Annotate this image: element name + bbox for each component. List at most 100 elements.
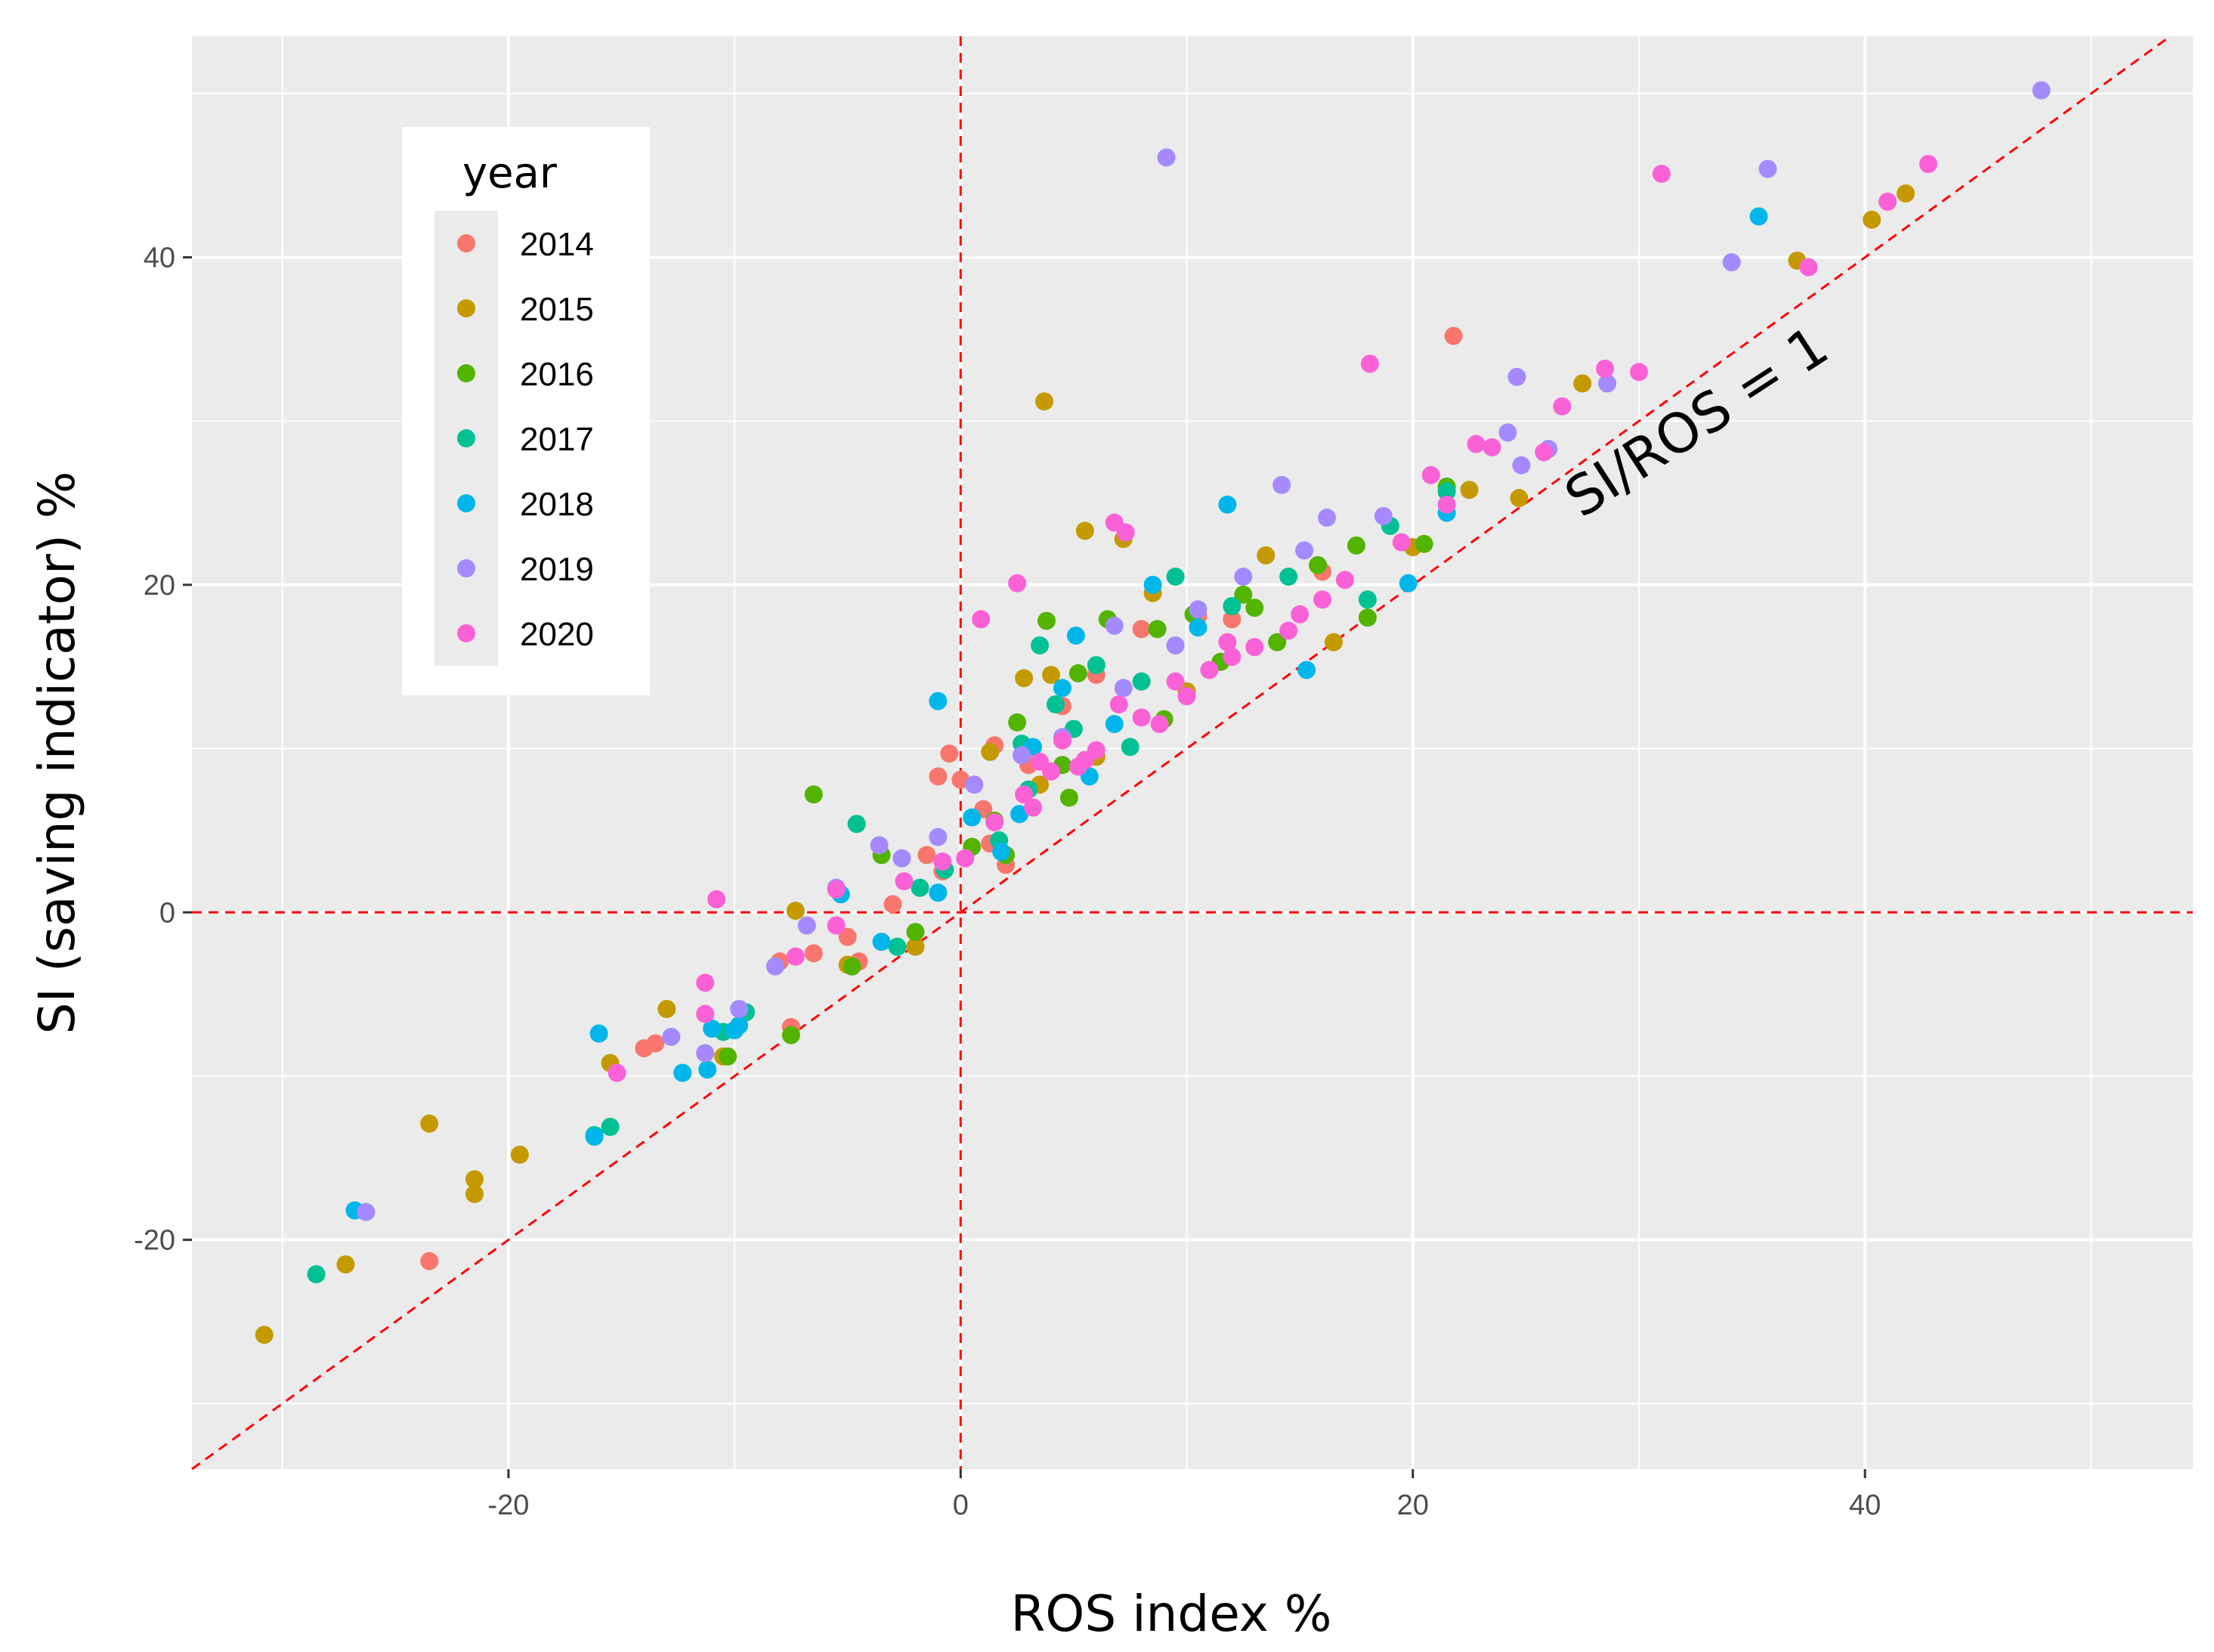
data-point-2016 [906, 923, 925, 942]
data-point-2014 [1223, 610, 1242, 629]
legend-key-2014 [457, 234, 475, 252]
y-tick-label: 0 [159, 897, 175, 929]
data-point-2019 [2032, 81, 2051, 100]
data-point-2015 [420, 1114, 439, 1133]
data-point-2014 [929, 767, 948, 786]
data-point-2018 [730, 1016, 749, 1035]
data-point-2015 [510, 1145, 529, 1164]
data-point-2019 [1234, 568, 1253, 586]
data-point-2020 [1291, 605, 1310, 623]
data-point-2019 [929, 828, 948, 846]
data-point-2019 [1318, 509, 1337, 527]
data-point-2017 [1132, 672, 1151, 691]
data-point-2015 [1897, 184, 1916, 203]
data-point-2018 [1105, 715, 1124, 734]
data-point-2020 [696, 1004, 715, 1023]
data-point-2016 [804, 785, 823, 804]
data-point-2020 [1878, 192, 1897, 211]
legend-key-2016 [457, 364, 475, 382]
y-axis-title: SI (saving indicator) % [28, 472, 86, 1035]
data-point-2018 [585, 1128, 604, 1146]
data-point-2020 [1596, 359, 1615, 378]
data-point-2020 [1535, 443, 1554, 462]
axis-ticks: -20 0 20 40 -20 0 20 40 [134, 243, 1881, 1521]
data-point-2020 [1223, 648, 1242, 667]
data-point-2020 [972, 610, 991, 629]
data-point-2018 [992, 843, 1011, 862]
data-point-2017 [307, 1265, 326, 1284]
data-point-2016 [1245, 599, 1264, 617]
data-point-2016 [1008, 713, 1027, 732]
data-point-2020 [1116, 523, 1135, 542]
data-point-2019 [1374, 506, 1393, 525]
data-point-2015 [1035, 392, 1054, 411]
data-point-2017 [847, 815, 866, 834]
data-point-2015 [1325, 633, 1344, 651]
data-point-2019 [1498, 423, 1517, 442]
legend-key-2019 [457, 559, 475, 577]
data-point-2020 [1652, 165, 1671, 184]
data-point-2019 [1166, 636, 1185, 655]
data-point-2019 [357, 1202, 376, 1221]
legend-label: 2018 [520, 486, 594, 523]
data-point-2018 [589, 1024, 608, 1043]
data-point-2020 [827, 880, 846, 899]
legend-key-2015 [457, 299, 475, 317]
y-tick-label: -20 [134, 1225, 175, 1257]
data-point-2018 [1053, 679, 1071, 698]
data-point-2016 [1234, 585, 1253, 604]
data-point-2016 [843, 957, 861, 976]
data-point-2020 [1919, 155, 1937, 174]
data-point-2019 [1758, 159, 1777, 178]
data-point-2015 [657, 1000, 676, 1019]
data-point-2019 [662, 1027, 681, 1046]
data-point-2020 [985, 813, 1004, 832]
data-point-2020 [1109, 695, 1128, 714]
data-point-2018 [1218, 495, 1237, 514]
y-tick-label: 40 [144, 243, 175, 274]
data-point-2020 [956, 849, 975, 868]
data-point-2019 [1272, 475, 1291, 494]
data-point-2020 [1629, 363, 1648, 382]
data-point-2017 [1358, 590, 1377, 609]
data-point-2020 [1437, 495, 1456, 514]
data-point-2014 [1132, 620, 1151, 639]
data-point-2015 [336, 1255, 355, 1274]
data-point-2020 [1360, 354, 1379, 373]
data-point-2019 [1722, 253, 1741, 272]
data-point-2016 [1059, 788, 1078, 807]
x-tick-label: 0 [953, 1490, 969, 1521]
data-point-2015 [786, 902, 805, 920]
data-point-2017 [1223, 597, 1242, 616]
data-point-2016 [719, 1047, 737, 1066]
data-point-2020 [1200, 660, 1219, 679]
legend-items: 2014 2015 2016 2017 2018 2019 2020 [434, 211, 594, 666]
data-point-2017 [1121, 738, 1139, 756]
data-point-2019 [1598, 374, 1617, 393]
data-point-2018 [872, 933, 891, 951]
data-point-2019 [892, 849, 911, 868]
data-point-2020 [1483, 438, 1501, 456]
data-point-2019 [1157, 148, 1176, 167]
data-point-2020 [1392, 533, 1411, 552]
data-point-2017 [1279, 568, 1298, 586]
data-point-2020 [1467, 435, 1486, 453]
data-point-2019 [1105, 617, 1124, 636]
data-point-2016 [1148, 620, 1167, 639]
legend-label: 2020 [520, 616, 594, 653]
data-point-2018 [698, 1060, 717, 1079]
data-point-2019 [696, 1044, 715, 1063]
legend-key-2018 [457, 494, 475, 512]
data-point-2014 [917, 846, 936, 865]
data-point-2020 [1313, 590, 1332, 609]
data-point-2020 [1245, 638, 1264, 657]
data-point-2018 [1143, 575, 1162, 594]
data-point-2015 [465, 1170, 484, 1189]
data-point-2018 [1189, 618, 1207, 637]
data-point-2020 [696, 973, 715, 992]
data-point-2020 [1279, 621, 1298, 640]
data-point-2014 [1444, 326, 1463, 345]
data-point-2019 [730, 1000, 749, 1019]
ref-line-identity [191, 35, 2171, 1471]
series-2020 [608, 155, 1937, 1082]
